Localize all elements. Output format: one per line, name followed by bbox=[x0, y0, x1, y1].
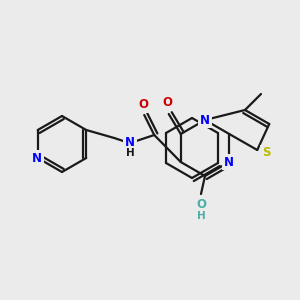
Text: O: O bbox=[163, 97, 173, 110]
Text: H: H bbox=[126, 148, 135, 158]
Text: H: H bbox=[196, 211, 206, 221]
Text: O: O bbox=[138, 98, 148, 112]
Text: N: N bbox=[200, 113, 210, 127]
Text: N: N bbox=[224, 155, 234, 169]
Text: N: N bbox=[32, 152, 42, 164]
Text: O: O bbox=[196, 199, 206, 212]
Text: S: S bbox=[262, 146, 271, 160]
Text: N: N bbox=[125, 136, 135, 149]
